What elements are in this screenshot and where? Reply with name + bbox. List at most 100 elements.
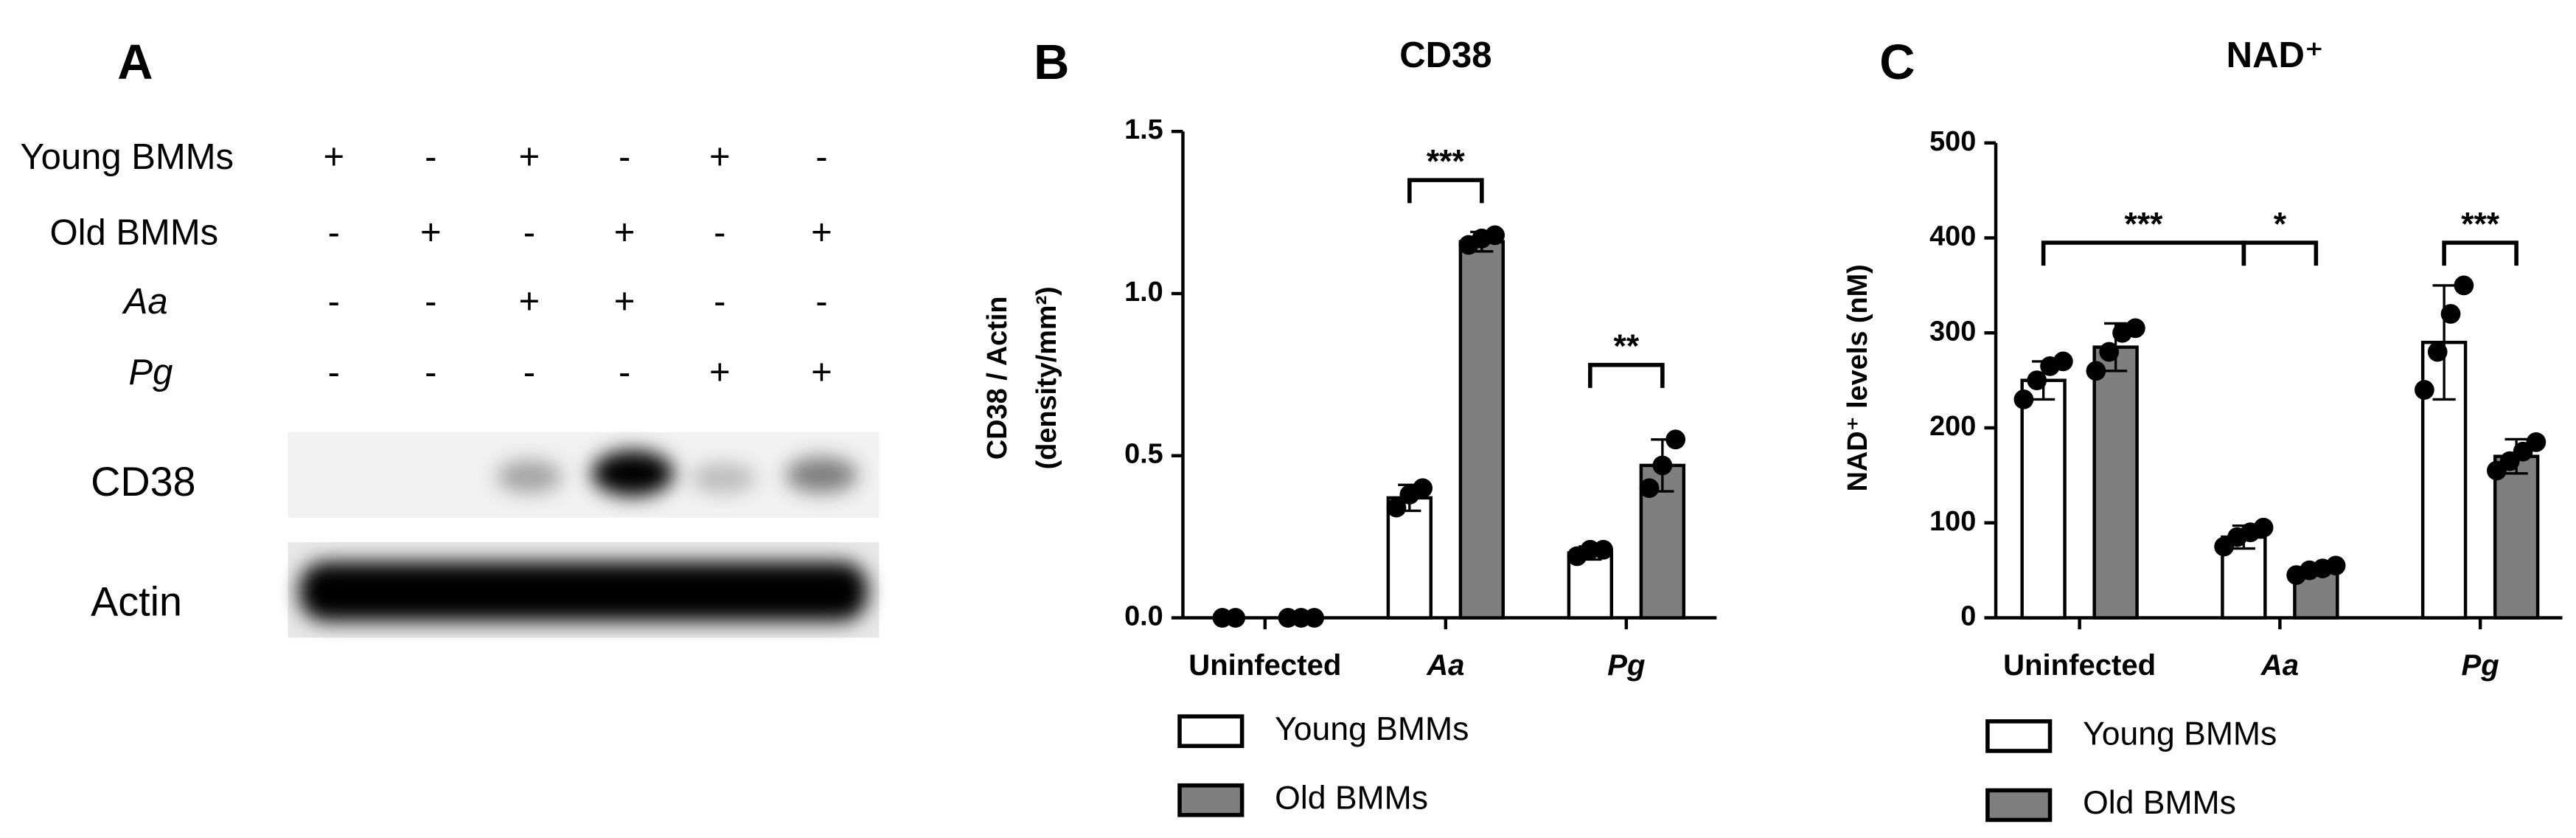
y-tick-label: 200 xyxy=(1929,411,1976,442)
significance-bracket xyxy=(2241,240,2319,266)
x-tick-label: Uninfected xyxy=(2003,649,2156,682)
sign: + xyxy=(324,137,345,177)
sign: + xyxy=(811,212,832,252)
x-tick-label: Aa xyxy=(1426,649,1464,682)
significance-label: *** xyxy=(1427,144,1466,180)
chart: C NAD⁺ NAD⁺ levels (nM) 0 100 200 300 400 500 Uni… xyxy=(1842,35,2563,823)
data-point xyxy=(1665,429,1686,450)
legend-swatch xyxy=(1177,714,1245,749)
significance-bracket xyxy=(1407,178,1484,204)
y-tick-label: 100 xyxy=(1929,506,1976,537)
data-point xyxy=(2325,555,2346,576)
error-bar xyxy=(2432,284,2456,401)
row-label: Pg xyxy=(128,353,173,392)
bar xyxy=(2020,378,2067,620)
row-label: Old BMMs xyxy=(50,212,219,252)
data-point xyxy=(1225,608,1246,628)
sign: - xyxy=(714,212,725,252)
data-point xyxy=(1593,539,1614,560)
data-point xyxy=(2415,380,2434,400)
y-axis-label: CD38 / Actin xyxy=(982,297,1013,460)
y-axis-label: (density/mm²) xyxy=(1031,286,1062,469)
bar xyxy=(1386,496,1433,620)
bar xyxy=(1458,240,1505,620)
sign: - xyxy=(815,137,827,177)
significance-label: *** xyxy=(2461,206,2500,242)
sign: - xyxy=(328,353,340,392)
y-tick-label: 300 xyxy=(1929,316,1976,347)
significance-bracket xyxy=(1588,362,1665,388)
chart: B CD38 CD38 / Actin (density/mm²) 0.0 0.5 1.0 1… xyxy=(982,35,1717,817)
y-axis-label: NAD⁺ levels (nM) xyxy=(1842,264,1873,491)
legend-swatch xyxy=(1985,788,2053,823)
data-point xyxy=(1652,455,1673,476)
x-tick-label: Pg xyxy=(1607,649,1645,682)
data-point xyxy=(1304,608,1325,628)
legend-label: Old BMMs xyxy=(2083,785,2236,821)
chart-title: CD38 xyxy=(1399,35,1491,75)
sign: - xyxy=(328,212,340,252)
y-tick-label: 1.0 xyxy=(1124,277,1163,308)
blot-images xyxy=(288,432,880,638)
significance-label: ** xyxy=(1614,328,1640,364)
sign: + xyxy=(519,282,540,322)
data-point xyxy=(2454,275,2474,296)
sign: + xyxy=(709,137,731,177)
data-point xyxy=(2099,342,2120,362)
sign: + xyxy=(420,212,442,252)
data-point xyxy=(2013,389,2034,409)
bar xyxy=(2493,454,2540,620)
legend-label: Young BMMs xyxy=(1275,711,1469,747)
sign: + xyxy=(614,282,636,322)
data-point xyxy=(1413,478,1433,499)
band xyxy=(690,463,756,494)
chart-title: NAD⁺ xyxy=(2227,35,2324,75)
sign: - xyxy=(815,282,827,322)
panel-label: C xyxy=(1879,35,1915,90)
significance-label: * xyxy=(2274,206,2287,242)
sign: - xyxy=(328,282,340,322)
band xyxy=(299,561,868,621)
legend-swatch xyxy=(1177,783,1245,817)
sign: - xyxy=(425,282,436,322)
legend-label: Young BMMs xyxy=(2083,716,2277,752)
row-label: Aa xyxy=(122,282,168,322)
y-tick-label: 500 xyxy=(1929,126,1976,157)
blot-cd38 xyxy=(288,432,880,518)
x-tick-label: Pg xyxy=(2462,649,2499,682)
y-tick-label: 400 xyxy=(1929,221,1976,252)
data-point xyxy=(2427,342,2448,362)
data-point xyxy=(1485,225,1505,246)
y-tick-label: 0 xyxy=(1960,601,1976,632)
sign: + xyxy=(614,212,636,252)
sign: + xyxy=(519,137,540,177)
data-point xyxy=(2526,432,2547,452)
sign: - xyxy=(425,137,436,177)
bar xyxy=(2092,345,2139,620)
sign: - xyxy=(619,137,630,177)
data-point xyxy=(1639,478,1660,499)
sign: - xyxy=(523,212,535,252)
sign: - xyxy=(619,353,630,392)
y-tick-label: 0.5 xyxy=(1124,439,1163,470)
data-point xyxy=(1386,497,1407,518)
x-tick-label: Aa xyxy=(2260,649,2299,682)
row-label: Young BMMs xyxy=(20,137,234,177)
band-label: CD38 xyxy=(91,459,195,505)
data-point xyxy=(2440,304,2461,324)
panel-label: A xyxy=(117,35,153,90)
data-point xyxy=(2053,351,2073,372)
data-point xyxy=(2253,517,2274,538)
significance-label: *** xyxy=(2125,206,2164,242)
y-tick-label: 1.5 xyxy=(1124,114,1163,145)
panel-label: B xyxy=(1034,35,1069,90)
band xyxy=(496,460,563,494)
legend-swatch xyxy=(1985,719,2053,753)
sign: + xyxy=(709,353,731,392)
data-point xyxy=(2126,318,2145,339)
sign: + xyxy=(811,353,832,392)
data-point xyxy=(2086,361,2106,381)
sign: - xyxy=(714,282,725,322)
legend-label: Old BMMs xyxy=(1275,780,1428,817)
